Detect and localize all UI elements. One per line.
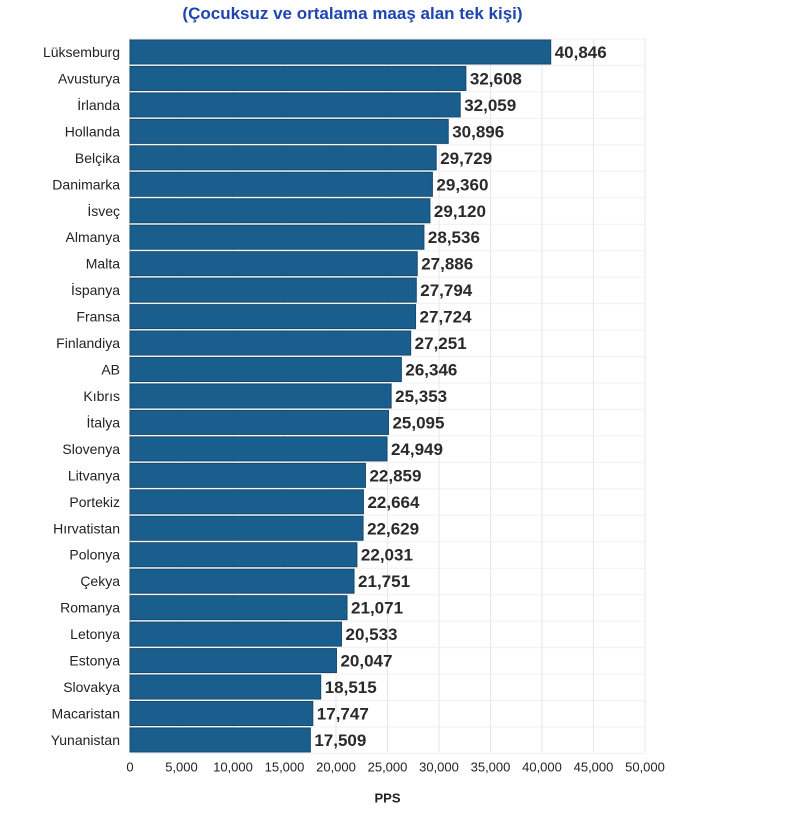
data-label: 22,031	[361, 546, 413, 565]
data-label: 17,747	[317, 705, 369, 724]
x-tick-label: 15,000	[265, 759, 305, 774]
bar	[129, 648, 337, 674]
bar	[129, 92, 461, 118]
data-label: 27,886	[421, 255, 473, 274]
category-label: İsveç	[87, 202, 120, 219]
x-tick-label: 20,000	[316, 759, 356, 774]
bar	[129, 462, 366, 488]
x-tick-label: 35,000	[471, 759, 511, 774]
bar	[129, 198, 431, 224]
data-label: 27,251	[415, 334, 467, 353]
category-label: Estonya	[69, 653, 120, 669]
data-label: 40,846	[555, 43, 607, 62]
category-label: Finlandiya	[56, 335, 120, 351]
data-label: 20,533	[345, 625, 397, 644]
category-label: Almanya	[66, 229, 121, 245]
data-label: 27,724	[420, 308, 473, 327]
bar	[129, 701, 314, 726]
category-label: İtalya	[87, 413, 121, 430]
data-label: 21,071	[351, 599, 403, 618]
x-tick-label: 40,000	[522, 759, 562, 774]
data-label: 29,729	[440, 149, 492, 168]
bar	[129, 357, 402, 383]
x-tick-label: 45,000	[574, 759, 614, 774]
bar	[129, 277, 417, 303]
data-label: 25,095	[392, 413, 444, 432]
category-label: Lüksemburg	[43, 44, 120, 60]
bar	[129, 409, 389, 435]
category-label: Malta	[86, 256, 120, 272]
bar	[129, 489, 364, 515]
x-tick-label: 0	[126, 759, 133, 774]
chart-subtitle: (Çocuksuz ve ortalama maaş alan tek kişi…	[182, 4, 523, 23]
data-label: 27,794	[420, 281, 473, 300]
category-label: Fransa	[76, 309, 120, 325]
x-tick-label: 5,000	[165, 759, 198, 774]
category-label: İrlanda	[77, 96, 120, 113]
bar	[129, 251, 418, 277]
data-label: 22,629	[367, 519, 419, 538]
category-label: Belçika	[75, 150, 120, 166]
category-label: Avusturya	[58, 70, 120, 86]
data-label: 29,120	[434, 202, 486, 221]
category-label: Portekiz	[69, 494, 120, 510]
x-axis-title: PPS	[374, 790, 400, 805]
category-label: Hırvatistan	[53, 520, 120, 536]
bar	[129, 383, 392, 409]
bar	[129, 65, 467, 91]
data-label: 32,059	[464, 96, 516, 115]
bar	[129, 542, 358, 568]
category-label: İspanya	[71, 281, 120, 298]
bar	[129, 621, 342, 647]
bar	[129, 330, 412, 356]
x-tick-label: 50,000	[625, 759, 665, 774]
bar	[129, 515, 364, 541]
category-label: Romanya	[60, 600, 120, 616]
category-label: Letonya	[70, 626, 120, 642]
bar	[129, 118, 449, 144]
bar	[129, 145, 437, 171]
x-tick-label: 30,000	[419, 759, 459, 774]
data-label: 18,515	[325, 678, 377, 697]
data-label: 32,608	[470, 69, 522, 88]
category-label: Polonya	[69, 547, 120, 563]
category-label: Slovakya	[63, 679, 120, 695]
data-label: 30,896	[452, 122, 504, 141]
bar	[129, 595, 348, 621]
data-label: 22,664	[367, 493, 420, 512]
category-label: Yunanistan	[51, 732, 120, 748]
category-label: Hollanda	[65, 123, 120, 139]
bar	[129, 224, 425, 250]
category-label: Slovenya	[62, 441, 120, 457]
bar	[129, 568, 355, 594]
category-label: Kıbrıs	[83, 388, 120, 404]
data-label: 25,353	[395, 387, 447, 406]
data-label: 29,360	[436, 175, 488, 194]
data-label: 17,509	[314, 731, 366, 750]
category-label: Danimarka	[52, 176, 120, 192]
data-label: 24,949	[391, 440, 443, 459]
data-label: 22,859	[369, 466, 421, 485]
bar	[129, 304, 417, 330]
bar	[129, 39, 552, 65]
bar	[129, 674, 322, 700]
data-label: 28,536	[428, 228, 480, 247]
category-label: Macaristan	[52, 706, 120, 722]
category-label: Çekya	[80, 573, 120, 589]
category-label: Litvanya	[68, 467, 120, 483]
bar	[129, 436, 388, 462]
bar	[129, 171, 433, 197]
data-label: 21,751	[358, 572, 410, 591]
category-label: AB	[101, 362, 120, 378]
x-tick-label: 10,000	[213, 759, 253, 774]
data-label: 26,346	[405, 361, 457, 380]
x-tick-label: 25,000	[368, 759, 408, 774]
bar	[129, 727, 311, 753]
data-label: 20,047	[340, 652, 392, 671]
